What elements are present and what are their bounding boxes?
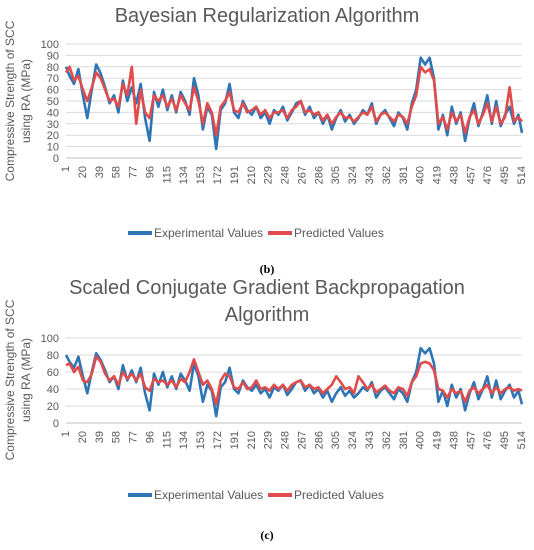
y-tick-label: 30 (47, 119, 59, 131)
x-tick-label: 286 (313, 166, 325, 184)
y-tick-label: 40 (47, 384, 59, 396)
x-tick-label: 134 (178, 166, 190, 184)
y-tick-label: 90 (47, 50, 59, 62)
y-axis-title: using RA (MPa) (19, 338, 33, 422)
x-tick-label: 96 (144, 431, 156, 443)
x-tick-label: 381 (398, 431, 410, 449)
panel-label: (c) (260, 528, 274, 542)
x-tick-label: 39 (94, 431, 106, 443)
x-tick-label: 343 (364, 166, 376, 184)
x-tick-label: 324 (347, 166, 359, 184)
y-tick-label: 10 (47, 142, 59, 154)
x-tick-label: 305 (330, 166, 342, 184)
x-tick-label: 267 (296, 166, 308, 184)
y-tick-label: 0 (53, 418, 59, 430)
x-tick-label: 381 (398, 166, 410, 184)
x-tick-label: 362 (381, 166, 393, 184)
y-axis-title: Compressive Strength of SCC (3, 299, 17, 460)
x-tick-label: 153 (195, 166, 207, 184)
x-tick-label: 20 (77, 166, 89, 178)
y-tick-label: 80 (47, 62, 59, 74)
x-tick-label: 438 (448, 166, 460, 184)
y-tick-label: 80 (47, 350, 59, 362)
y-axis-title: using RA (MPa) (19, 59, 33, 143)
x-tick-label: 229 (263, 431, 275, 449)
y-tick-label: 70 (47, 73, 59, 85)
x-tick-label: 134 (178, 431, 190, 449)
x-tick-label: 96 (144, 166, 156, 178)
series-predicted-line (65, 355, 523, 406)
x-tick-label: 514 (516, 166, 528, 184)
x-tick-label: 476 (482, 166, 494, 184)
y-tick-label: 60 (47, 367, 59, 379)
x-tick-label: 400 (415, 431, 427, 449)
x-tick-label: 1 (60, 166, 72, 172)
chart-title: Scaled Conjugate Gradient Backpropagatio… (0, 275, 534, 329)
x-tick-label: 495 (499, 166, 511, 184)
x-tick-label: 58 (111, 431, 123, 443)
panel-label: (b) (259, 262, 275, 276)
x-tick-label: 400 (415, 166, 427, 184)
x-tick-label: 514 (516, 431, 528, 449)
y-tick-label: 20 (47, 401, 59, 413)
y-tick-label: 0 (53, 153, 59, 165)
legend-label-predicted: Predicted Values (294, 226, 384, 240)
x-tick-label: 343 (364, 431, 376, 449)
x-tick-label: 457 (465, 166, 477, 184)
x-tick-label: 324 (347, 431, 359, 449)
chart-panel-b: Bayesian Regularization Algorithm 0 10 20 3… (0, 3, 534, 276)
x-tick-label: 20 (77, 431, 89, 443)
chart-title-line: Bayesian Regularization Algorithm (114, 5, 420, 27)
x-tick-label: 58 (111, 166, 123, 178)
y-tick-label: 40 (47, 107, 59, 119)
x-tick-label: 476 (482, 431, 494, 449)
x-tick-label: 419 (432, 166, 444, 184)
x-tick-label: 172 (212, 431, 224, 449)
x-tick-label: 248 (280, 166, 292, 184)
x-tick-label: 438 (448, 431, 460, 449)
y-axis-title: Compressive Strength of SCC (3, 20, 17, 181)
x-tick-label: 77 (128, 166, 140, 178)
x-tick-label: 210 (246, 166, 258, 184)
y-tick-label: 100 (41, 39, 59, 51)
x-tick-label: 1 (60, 431, 72, 437)
x-tick-label: 457 (465, 431, 477, 449)
legend-label-predicted: Predicted Values (294, 488, 384, 502)
x-tick-label: 77 (128, 431, 140, 443)
legend-label-experimental: Experimental Values (154, 488, 263, 502)
x-tick-label: 267 (296, 431, 308, 449)
x-tick-label: 115 (161, 166, 173, 184)
x-tick-label: 286 (313, 431, 325, 449)
x-tick-label: 495 (499, 431, 511, 449)
legend-label-experimental: Experimental Values (154, 226, 263, 240)
x-tick-label: 191 (229, 431, 241, 449)
y-tick-label: 100 (41, 333, 59, 345)
x-tick-label: 39 (94, 166, 106, 178)
y-tick-label: 20 (47, 130, 59, 142)
chart-title: Bayesian Regularization Algorithm (0, 3, 534, 30)
series-predicted-line (64, 65, 524, 137)
x-tick-label: 172 (212, 166, 224, 184)
x-tick-label: 305 (330, 431, 342, 449)
y-tick-label: 50 (47, 96, 59, 108)
x-tick-label: 229 (263, 166, 275, 184)
x-tick-label: 248 (280, 431, 292, 449)
x-tick-label: 115 (161, 431, 173, 449)
chart-title-line: Scaled Conjugate Gradient Backpropagatio… (69, 277, 465, 299)
series-experimental-line (64, 346, 524, 418)
x-tick-label: 191 (229, 166, 241, 184)
y-tick-label: 60 (47, 85, 59, 97)
x-tick-label: 419 (432, 431, 444, 449)
x-tick-label: 210 (246, 431, 258, 449)
x-tick-label: 362 (381, 431, 393, 449)
chart-panel-c: Scaled Conjugate Gradient Backpropagatio… (0, 275, 534, 550)
x-tick-label: 153 (195, 431, 207, 449)
chart-title-line: Algorithm (224, 304, 310, 326)
